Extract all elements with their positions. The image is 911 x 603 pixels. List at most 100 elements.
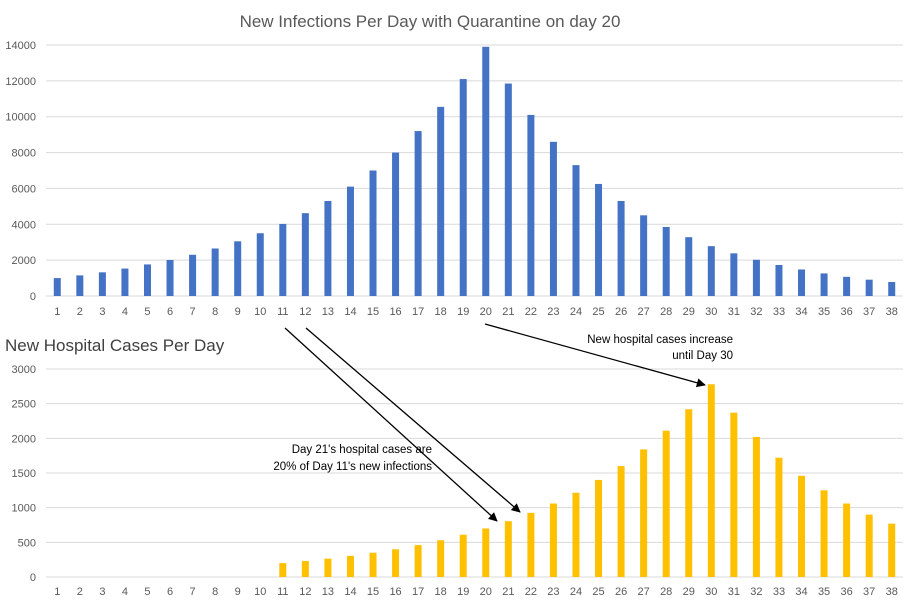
x-tick-label: 38 [886,306,898,318]
x-tick-label: 30 [705,306,717,318]
bar-day-35 [820,273,828,296]
bar-day-17 [414,545,422,577]
x-tick-label: 31 [728,586,740,598]
x-tick-label: 36 [840,586,852,598]
chart2-y-axis: 0 500 1000 1500 2000 2500 3000 [12,364,36,584]
x-tick-label: 20 [480,306,492,318]
bar-day-28 [662,430,670,577]
x-tick-label: 35 [818,306,830,318]
bar-day-4 [121,268,129,296]
x-tick-label: 19 [457,306,469,318]
bar-day-19 [459,534,467,577]
x-tick-label: 23 [547,306,559,318]
x-tick-label: 17 [412,306,424,318]
x-tick-label: 23 [547,586,559,598]
x-tick-label: 5 [144,586,150,598]
x-tick-label: 7 [190,306,196,318]
bar-day-7 [189,254,197,296]
x-tick-label: 17 [412,586,424,598]
x-tick-label: 10 [254,306,266,318]
bar-day-31 [730,253,738,296]
bar-day-25 [595,479,603,577]
y-tick-label: 14000 [5,40,36,52]
bar-day-11 [279,563,287,577]
x-tick-label: 13 [322,586,334,598]
x-tick-label: 28 [660,586,672,598]
x-tick-label: 9 [235,586,241,598]
x-tick-label: 18 [435,586,447,598]
bar-day-21 [504,83,512,297]
bar-day-21 [504,521,512,577]
x-tick-label: 1 [54,306,60,318]
bar-day-31 [730,412,738,577]
x-tick-label: 15 [367,586,379,598]
y-tick-label: 2000 [12,433,36,445]
bar-day-12 [301,213,309,296]
bar-day-33 [775,457,783,577]
y-tick-label: 500 [18,537,36,549]
bar-day-30 [707,246,715,296]
bar-day-34 [798,475,806,577]
bar-day-14 [346,186,354,296]
bar-day-16 [392,549,400,577]
bar-day-15 [369,552,377,577]
bar-day-28 [662,226,670,296]
x-tick-label: 10 [254,586,266,598]
y-tick-label: 0 [30,572,36,584]
bar-day-36 [843,276,851,296]
x-tick-label: 31 [728,306,740,318]
x-tick-label: 4 [122,306,128,318]
x-tick-label: 9 [235,306,241,318]
bar-day-9 [234,241,242,296]
bar-day-27 [640,215,648,296]
x-tick-label: 36 [840,306,852,318]
bar-day-34 [798,269,806,296]
bar-day-24 [572,492,580,577]
bar-day-6 [166,259,174,296]
bar-day-2 [76,275,84,296]
bar-day-27 [640,449,648,577]
arrow-day11-to-day21 [284,327,498,522]
x-tick-label: 37 [863,306,875,318]
y-tick-label: 2000 [12,255,36,267]
x-tick-label: 32 [750,586,762,598]
chart2-title: New Hospital Cases Per Day [5,336,225,355]
x-tick-label: 8 [212,586,218,598]
bar-day-24 [572,165,580,296]
bar-day-20 [482,528,490,577]
chart1-bars [53,46,896,297]
bar-day-38 [888,523,896,577]
bar-day-22 [527,512,535,577]
x-tick-label: 12 [299,586,311,598]
x-tick-label: 8 [212,306,218,318]
bar-day-36 [843,503,851,577]
bar-day-3 [98,272,106,296]
x-tick-label: 2 [77,306,83,318]
chart1-title: New Infections Per Day with Quarantine o… [240,12,621,31]
x-tick-label: 16 [389,306,401,318]
y-tick-label: 8000 [12,148,36,160]
chart2-x-axis: 1 2 3 4 5 6 7 8 9 10 11 12 13 14 15 16 17 18 19 20 21 22 23 24 2… [54,586,898,598]
x-tick-label: 25 [592,586,604,598]
x-tick-label: 37 [863,586,875,598]
bar-day-11 [279,223,287,296]
y-tick-label: 1000 [12,503,36,515]
chart1-x-axis: 1 2 3 4 5 6 7 8 9 10 11 12 13 14 15 16 17 18 19 20 21 22 23 24 2… [54,306,898,318]
chart2-gridlines [46,368,903,578]
x-tick-label: 11 [277,586,288,598]
x-tick-label: 4 [122,586,128,598]
annotation-day30-line1: New hospital cases increase [587,334,733,346]
x-tick-label: 20 [480,586,492,598]
bar-day-35 [820,490,828,577]
x-tick-label: 7 [190,586,196,598]
bar-day-16 [392,152,400,296]
x-tick-label: 29 [683,306,695,318]
bar-day-25 [595,183,603,296]
bar-day-29 [685,409,693,577]
x-tick-label: 28 [660,306,672,318]
x-tick-label: 26 [615,586,627,598]
y-tick-label: 1500 [12,468,36,480]
x-tick-label: 22 [525,586,537,598]
x-tick-label: 5 [144,306,150,318]
x-tick-label: 11 [277,306,288,318]
